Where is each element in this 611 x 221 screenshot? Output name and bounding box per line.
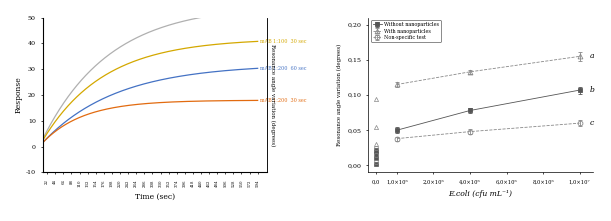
X-axis label: Time (sec): Time (sec) bbox=[135, 192, 175, 200]
Text: mAB 1:200  60 sec: mAB 1:200 60 sec bbox=[260, 66, 307, 71]
Y-axis label: Resonance angle variation (degrees): Resonance angle variation (degrees) bbox=[337, 44, 342, 146]
Text: mAB 1:200  30 sec: mAB 1:200 30 sec bbox=[260, 98, 307, 103]
Y-axis label: Resonance angle variation (degrees): Resonance angle variation (degrees) bbox=[270, 44, 276, 146]
Text: c: c bbox=[590, 119, 595, 127]
X-axis label: E.coli (cfu mL⁻¹): E.coli (cfu mL⁻¹) bbox=[448, 190, 513, 198]
Legend: Without nanoparticles, With nanoparticles, Non-specific test: Without nanoparticles, With nanoparticle… bbox=[371, 20, 441, 42]
Text: mAB 1:100  30 sec: mAB 1:100 30 sec bbox=[260, 39, 307, 44]
Text: mAB 1:100  60 sec: mAB 1:100 60 sec bbox=[0, 220, 1, 221]
Text: a: a bbox=[590, 52, 595, 60]
Text: b: b bbox=[590, 86, 595, 94]
Y-axis label: Response: Response bbox=[15, 77, 23, 113]
